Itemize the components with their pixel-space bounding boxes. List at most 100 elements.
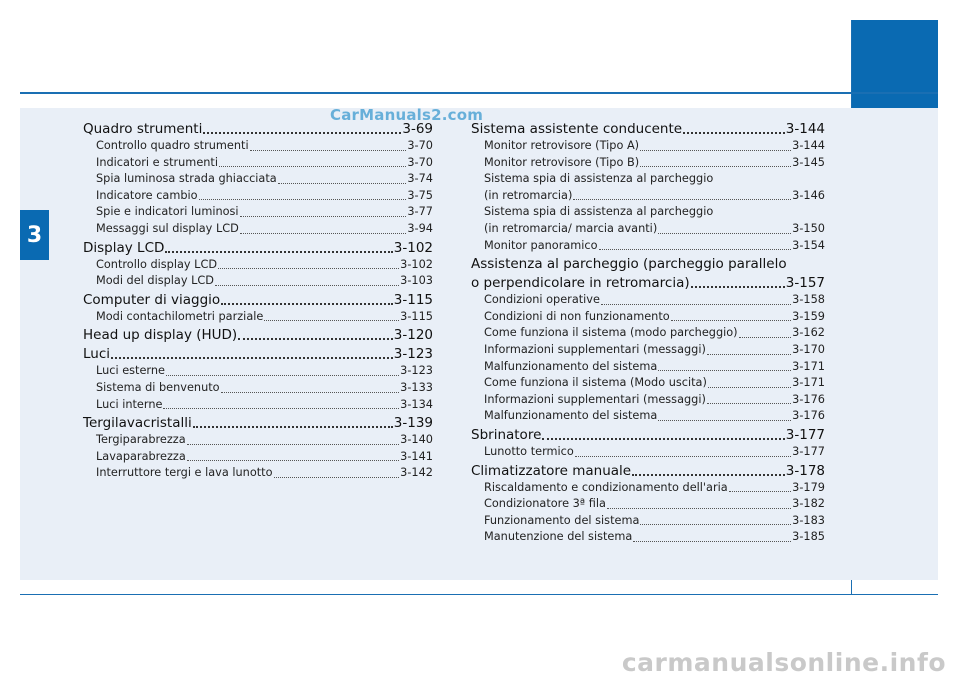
toc-dot-leader (658, 419, 792, 421)
toc-dot-leader (706, 353, 792, 355)
toc-dot-leader (640, 166, 792, 168)
toc-item-entry[interactable]: Manutenzione del sistema 3-185 (471, 529, 825, 546)
toc-item-entry[interactable]: Come funziona il sistema (Modo uscita) 3-… (471, 375, 825, 392)
toc-item-entry[interactable]: Luci interne 3-134 (83, 397, 433, 414)
toc-item-entry[interactable]: Spie e indicatori luminosi 3-77 (83, 204, 433, 221)
toc-right-column: Sistema assistente conducente 3-144 Monito… (471, 119, 825, 546)
toc-item-entry[interactable]: Monitor panoramico 3-154 (471, 238, 825, 255)
toc-item-entry[interactable]: Spia luminosa strada ghiacciata 3-74 (83, 171, 433, 188)
toc-page-number: 3-176 (792, 392, 825, 406)
toc-dot-leader (632, 473, 785, 476)
toc-page-number: 3-70 (407, 155, 433, 169)
toc-section-entry[interactable]: Assistenza al parcheggio (parcheggio par… (471, 254, 825, 273)
toc-section-entry[interactable]: Display LCD 3-102 (83, 238, 433, 257)
toc-item-entry[interactable]: Controllo quadro strumenti 3-70 (83, 138, 433, 155)
toc-item-entry[interactable]: Interruttore tergi e lava lunotto 3-142 (83, 465, 433, 482)
footer-watermark[interactable]: carmanualsonline.info (621, 648, 946, 677)
toc-page-number: 3-74 (407, 172, 433, 186)
toc-entry-title: Sistema assistente conducente (471, 121, 683, 137)
toc-section-entry[interactable]: Tergilavacristalli 3-139 (83, 413, 433, 432)
toc-page-number: 3-179 (792, 480, 825, 494)
chapter-tab: 3 (20, 210, 49, 260)
toc-page-number: 3-150 (792, 221, 825, 235)
toc-dot-leader (277, 182, 407, 184)
toc-item-entry[interactable]: Tergiparabrezza 3-140 (83, 432, 433, 449)
toc-item-entry[interactable]: Come funziona il sistema (modo parcheggi… (471, 325, 825, 342)
toc-item-entry[interactable]: Indicatore cambio 3-75 (83, 188, 433, 205)
toc-dot-leader (215, 284, 400, 286)
toc-page-number: 3-120 (393, 327, 433, 344)
toc-page-number: 3-144 (785, 121, 825, 137)
toc-item-entry[interactable]: Malfunzionamento del sistema 3-171 (471, 359, 825, 376)
toc-item-entry[interactable]: Informazioni supplementari (messaggi) 3-1… (471, 392, 825, 409)
toc-section-entry[interactable]: Luci 3-123 (83, 344, 433, 363)
toc-page-number: 3-154 (792, 238, 825, 252)
toc-page-number: 3-102 (393, 239, 433, 256)
toc-item-entry[interactable]: Sistema spia di assistenza al parcheggio (471, 171, 825, 188)
toc-page-number: 3-103 (400, 274, 433, 288)
toc-page-number: 3-159 (792, 309, 825, 323)
toc-item-entry[interactable]: Condizioni di non funzionamento 3-159 (471, 309, 825, 326)
toc-section-entry[interactable]: Sbrinatore 3-177 (471, 425, 825, 444)
toc-dot-leader (573, 199, 792, 201)
toc-item-entry[interactable]: Riscaldamento e condizionamento dell'ari… (471, 480, 825, 497)
toc-item-entry[interactable]: Monitor retrovisore (Tipo B) 3-145 (471, 155, 825, 172)
toc-entry-title: Informazioni supplementari (messaggi) (484, 342, 706, 356)
toc-entry-title: Sistema spia di assistenza al parcheggio (484, 205, 714, 219)
toc-dot-leader (658, 370, 792, 372)
toc-entry-title: Sbrinatore (471, 426, 542, 443)
toc-item-entry[interactable]: Messaggi sul display LCD 3-94 (83, 221, 433, 238)
toc-section-entry[interactable]: Computer di viaggio 3-115 (83, 290, 433, 309)
toc-entry-title: o perpendicolare in retromarcia) (471, 275, 690, 292)
toc-entry-title: Spia luminosa strada ghiacciata (96, 172, 277, 186)
toc-entry-title: (in retromarcia) (484, 188, 573, 202)
toc-dot-leader (239, 232, 407, 234)
toc-dot-leader (690, 286, 785, 289)
toc-section-entry[interactable]: Head up display (HUD) 3-120 (83, 325, 433, 344)
toc-item-entry[interactable]: Informazioni supplementari (messaggi) 3-1… (471, 342, 825, 359)
toc-item-entry[interactable]: Luci esterne 3-123 (83, 363, 433, 380)
toc-item-entry[interactable]: Modi contachilometri parziale 3-115 (83, 309, 433, 326)
toc-section-entry[interactable]: Quadro strumenti 3-69 (83, 119, 433, 138)
toc-item-entry[interactable]: Funzionamento del sistema 3-183 (471, 513, 825, 530)
toc-section-entry[interactable]: Climatizzatore manuale 3-178 (471, 461, 825, 480)
toc-item-entry[interactable]: Sistema spia di assistenza al parcheggio (471, 204, 825, 221)
toc-item-entry[interactable]: (in retromarcia) 3-146 (471, 188, 825, 205)
site-watermark[interactable]: CarManuals2.com (330, 106, 484, 124)
toc-entry-title: Tergiparabrezza (96, 433, 186, 447)
toc-item-entry[interactable]: Condizionatore 3ª fila 3-182 (471, 496, 825, 513)
toc-item-entry[interactable]: Lavaparabrezza 3-141 (83, 449, 433, 466)
toc-page-number: 3-102 (400, 257, 433, 271)
toc-dot-leader (203, 132, 402, 134)
toc-item-entry[interactable]: Modi del display LCD 3-103 (83, 273, 433, 290)
toc-page-number: 3-69 (402, 121, 433, 137)
toc-page-number: 3-144 (792, 139, 825, 152)
toc-item-entry[interactable]: Sistema di benvenuto 3-133 (83, 380, 433, 397)
header-rule (20, 92, 938, 94)
toc-page-number: 3-183 (792, 513, 825, 527)
toc-item-entry[interactable]: Malfunzionamento del sistema 3-176 (471, 408, 825, 425)
toc-item-entry[interactable]: Lunotto termico 3-177 (471, 444, 825, 461)
toc-item-entry[interactable]: Indicatori e strumenti 3-70 (83, 155, 433, 172)
toc-page-number: 3-185 (792, 530, 825, 544)
toc-page-number: 3-115 (393, 291, 433, 308)
toc-page-number: 3-123 (393, 346, 433, 363)
toc-entry-title: Informazioni supplementari (messaggi) (484, 392, 706, 406)
toc-section-entry[interactable]: o perpendicolare in retromarcia) 3-157 (471, 273, 825, 292)
toc-dot-leader (219, 166, 407, 168)
toc-item-entry[interactable]: Condizioni operative 3-158 (471, 292, 825, 309)
toc-page-number: 3-94 (407, 221, 433, 235)
toc-entry-title: Come funziona il sistema (Modo uscita) (484, 376, 707, 390)
toc-dot-leader (706, 403, 792, 405)
toc-page-number: 3-141 (400, 449, 433, 463)
toc-entry-title: Computer di viaggio (83, 291, 221, 308)
toc-entry-title: Malfunzionamento del sistema (484, 409, 658, 423)
toc-dot-leader (163, 408, 400, 410)
toc-entry-title: Tergilavacristalli (83, 415, 192, 432)
toc-item-entry[interactable]: Controllo display LCD 3-102 (83, 257, 433, 274)
toc-item-entry[interactable]: (in retromarcia/ marcia avanti) 3-150 (471, 221, 825, 238)
toc-item-entry[interactable]: Monitor retrovisore (Tipo A) 3-144 (471, 138, 825, 155)
toc-page-number: 3-70 (407, 139, 433, 152)
toc-section-entry[interactable]: Sistema assistente conducente 3-144 (471, 119, 825, 138)
toc-entry-title: Monitor retrovisore (Tipo B) (484, 155, 640, 169)
